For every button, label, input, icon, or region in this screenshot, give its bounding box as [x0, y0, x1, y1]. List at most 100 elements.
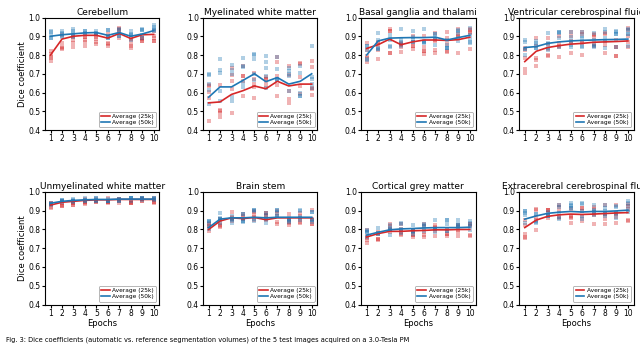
Average (50k)	[556, 40, 563, 44]
Average (25k)	[589, 40, 597, 44]
Average (25k)	[386, 37, 394, 41]
Average (50k)	[70, 198, 77, 203]
Average (50k)	[81, 198, 89, 202]
Line: Average (25k): Average (25k)	[367, 230, 470, 237]
Line: Average (50k): Average (50k)	[209, 74, 312, 97]
Average (50k)	[466, 33, 474, 37]
Average (25k)	[93, 198, 100, 202]
X-axis label: Epochs: Epochs	[561, 319, 591, 328]
Average (50k)	[397, 36, 405, 40]
Average (25k)	[363, 235, 371, 239]
Average (50k)	[431, 35, 439, 39]
Legend: Average (25k), Average (50k): Average (25k), Average (50k)	[257, 286, 314, 302]
Average (50k)	[115, 30, 123, 35]
Line: Average (50k): Average (50k)	[367, 227, 470, 235]
Average (25k)	[612, 211, 620, 215]
Average (50k)	[228, 216, 236, 220]
Average (25k)	[420, 38, 428, 42]
Legend: Average (25k), Average (50k): Average (25k), Average (50k)	[257, 112, 314, 127]
Average (50k)	[115, 197, 123, 201]
Average (25k)	[47, 203, 54, 207]
Average (50k)	[262, 79, 269, 84]
Legend: Average (25k), Average (50k): Average (25k), Average (50k)	[573, 286, 630, 302]
Line: Average (50k): Average (50k)	[51, 199, 154, 203]
Average (50k)	[296, 79, 304, 83]
Average (25k)	[47, 53, 54, 57]
Average (50k)	[150, 197, 157, 201]
Line: Average (25k): Average (25k)	[525, 212, 628, 228]
Line: Average (50k): Average (50k)	[525, 39, 628, 48]
Average (50k)	[262, 216, 269, 220]
Average (25k)	[397, 43, 405, 47]
Title: Unmyelinated white matter: Unmyelinated white matter	[40, 182, 164, 191]
Average (50k)	[454, 35, 462, 40]
Average (50k)	[104, 33, 111, 37]
Average (50k)	[567, 39, 575, 43]
Average (50k)	[363, 53, 371, 57]
Average (25k)	[409, 229, 417, 233]
Average (25k)	[544, 46, 552, 50]
Average (25k)	[532, 49, 540, 53]
Average (50k)	[556, 210, 563, 214]
Title: Extracerebral cerebrospinal fluid: Extracerebral cerebrospinal fluid	[502, 182, 640, 191]
Average (25k)	[273, 79, 281, 83]
Average (25k)	[216, 100, 224, 104]
Average (50k)	[397, 227, 405, 231]
Average (50k)	[409, 226, 417, 231]
Average (25k)	[296, 82, 304, 86]
Average (50k)	[443, 38, 451, 42]
Average (50k)	[601, 209, 609, 214]
Average (25k)	[521, 225, 529, 230]
Average (50k)	[239, 78, 247, 83]
Average (50k)	[420, 226, 428, 230]
Line: Average (50k): Average (50k)	[51, 31, 154, 36]
Average (25k)	[409, 40, 417, 44]
Average (50k)	[374, 39, 382, 43]
Line: Average (50k): Average (50k)	[525, 210, 628, 219]
Average (25k)	[443, 38, 451, 42]
Average (50k)	[127, 34, 134, 38]
Average (50k)	[624, 208, 632, 212]
Average (25k)	[420, 228, 428, 232]
Average (25k)	[104, 198, 111, 202]
Title: Cerebellum: Cerebellum	[76, 8, 128, 17]
Average (25k)	[624, 39, 632, 43]
Average (25k)	[443, 228, 451, 232]
Average (50k)	[308, 215, 316, 219]
Average (25k)	[589, 212, 597, 216]
Legend: Average (25k), Average (50k): Average (25k), Average (50k)	[415, 112, 472, 127]
Average (25k)	[544, 214, 552, 218]
Average (50k)	[612, 209, 620, 213]
Average (50k)	[363, 233, 371, 237]
Average (25k)	[81, 198, 89, 203]
Title: Ventricular cerebrospinal fluid: Ventricular cerebrospinal fluid	[508, 8, 640, 17]
Legend: Average (25k), Average (50k): Average (25k), Average (50k)	[99, 112, 156, 127]
Average (25k)	[466, 35, 474, 39]
Average (50k)	[81, 31, 89, 35]
Average (50k)	[296, 215, 304, 219]
Average (25k)	[239, 217, 247, 221]
Average (50k)	[532, 44, 540, 49]
Average (50k)	[273, 215, 281, 219]
Average (50k)	[454, 225, 462, 230]
Average (25k)	[127, 36, 134, 41]
Average (25k)	[454, 228, 462, 232]
Average (25k)	[567, 212, 575, 216]
Average (25k)	[601, 40, 609, 44]
Average (50k)	[386, 36, 394, 40]
Average (25k)	[228, 216, 236, 220]
Average (50k)	[420, 35, 428, 40]
X-axis label: Epochs: Epochs	[245, 319, 275, 328]
Title: Basal ganglia and thalami: Basal ganglia and thalami	[359, 8, 477, 17]
Average (50k)	[589, 38, 597, 42]
Average (50k)	[431, 225, 439, 230]
Line: Average (25k): Average (25k)	[525, 41, 628, 62]
Average (25k)	[363, 46, 371, 50]
Average (50k)	[216, 85, 224, 89]
Average (50k)	[624, 37, 632, 41]
Average (25k)	[308, 82, 316, 86]
Average (25k)	[386, 229, 394, 233]
Average (50k)	[150, 29, 157, 33]
Average (50k)	[228, 85, 236, 89]
Legend: Average (25k), Average (50k): Average (25k), Average (50k)	[573, 112, 630, 127]
